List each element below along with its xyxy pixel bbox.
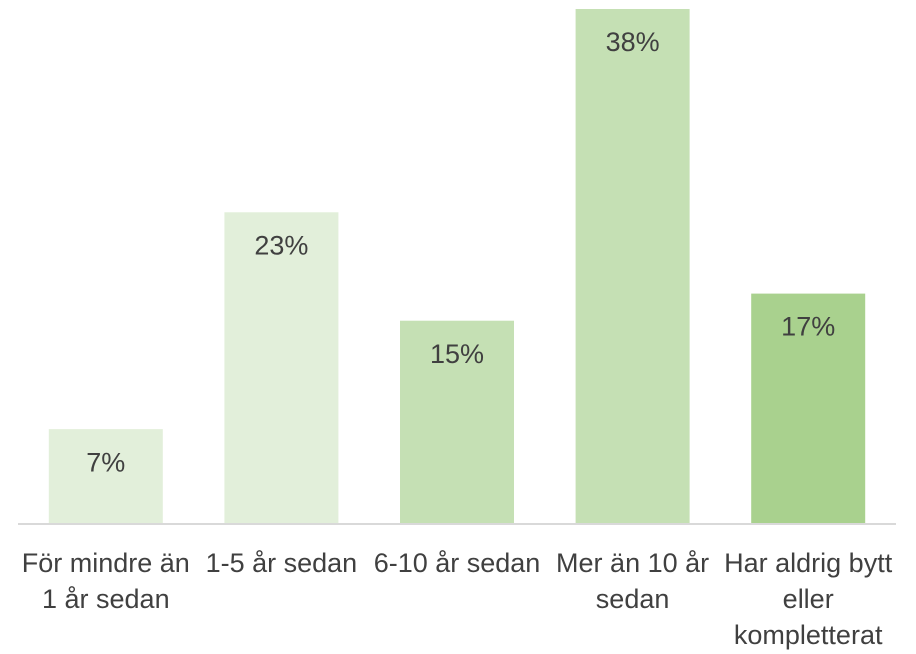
x-tick-label: 6-10 år sedan	[373, 548, 541, 578]
data-label: 23%	[254, 230, 308, 260]
data-label: 38%	[606, 27, 660, 57]
data-label: 7%	[86, 447, 125, 477]
x-tick-label: För mindre än 1 år sedan	[21, 548, 190, 614]
x-tick-label: Mer än 10 år sedan	[556, 548, 710, 614]
bar	[751, 293, 866, 524]
bar	[48, 429, 163, 524]
data-label: 15%	[430, 339, 484, 369]
bar	[224, 212, 339, 524]
bar	[575, 9, 690, 524]
bar	[400, 320, 514, 524]
x-tick-label: 1-5 år sedan	[205, 548, 358, 578]
x-tick-label: Har aldrig bytt eller kompletterat	[724, 548, 893, 650]
data-label: 17%	[781, 312, 835, 342]
